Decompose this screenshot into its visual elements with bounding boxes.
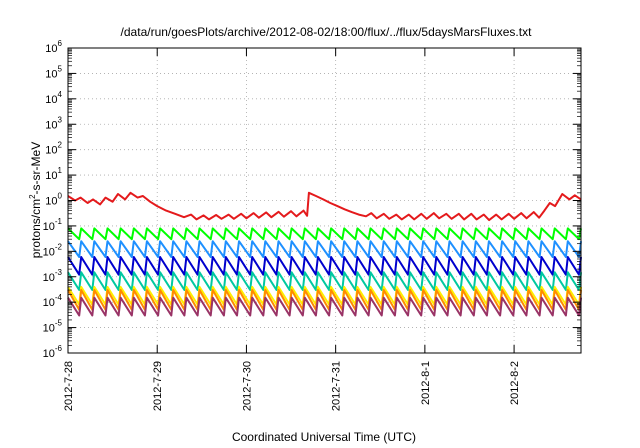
series-group [67,191,582,317]
y-tick-label: 100 [45,192,62,208]
y-tick-label: 104 [45,90,62,106]
x-tick-label: 2012-7-29 [152,361,164,411]
y-tick-label: 106 [45,39,62,55]
y-tick-label: 10-3 [43,268,63,284]
x-tick-label: 2012-8-2 [509,361,521,405]
flux-series-line-2 [67,227,582,241]
y-tick-label: 10-6 [43,344,63,360]
y-tick-label: 101 [45,166,62,182]
x-axis-label: Coordinated Universal Time (UTC) [232,430,416,444]
x-ticks: 2012-7-28 2012-7-29 2012-7-30 2012-7-31 2012… [63,48,521,411]
flux-series-line-5 [67,271,582,291]
flux-series-line-8 [67,296,582,317]
chart-title: /data/run/goesPlots/archive/2012-08-02/1… [121,25,533,39]
flux-series-line-4 [67,256,582,276]
y-tick-label: 10-1 [43,217,63,233]
y-tick-label: 105 [45,64,62,80]
x-tick-label: 2012-7-28 [63,361,75,411]
y-tick-label: 10-2 [43,242,63,258]
y-tick-label: 10-5 [43,319,63,335]
x-tick-label: 2012-7-31 [331,361,343,411]
y-tick-label: 102 [45,141,62,157]
x-tick-label: 2012-8-1 [420,361,432,405]
y-tick-label: 10-4 [43,293,63,309]
flux-series-line-1 [67,191,582,222]
flux-series-line-3 [67,240,582,258]
y-axis-label: protons/cm2-s-sr-MeV [28,142,43,258]
y-tick-label: 103 [45,115,62,131]
x-tick-label: 2012-7-30 [241,361,253,411]
